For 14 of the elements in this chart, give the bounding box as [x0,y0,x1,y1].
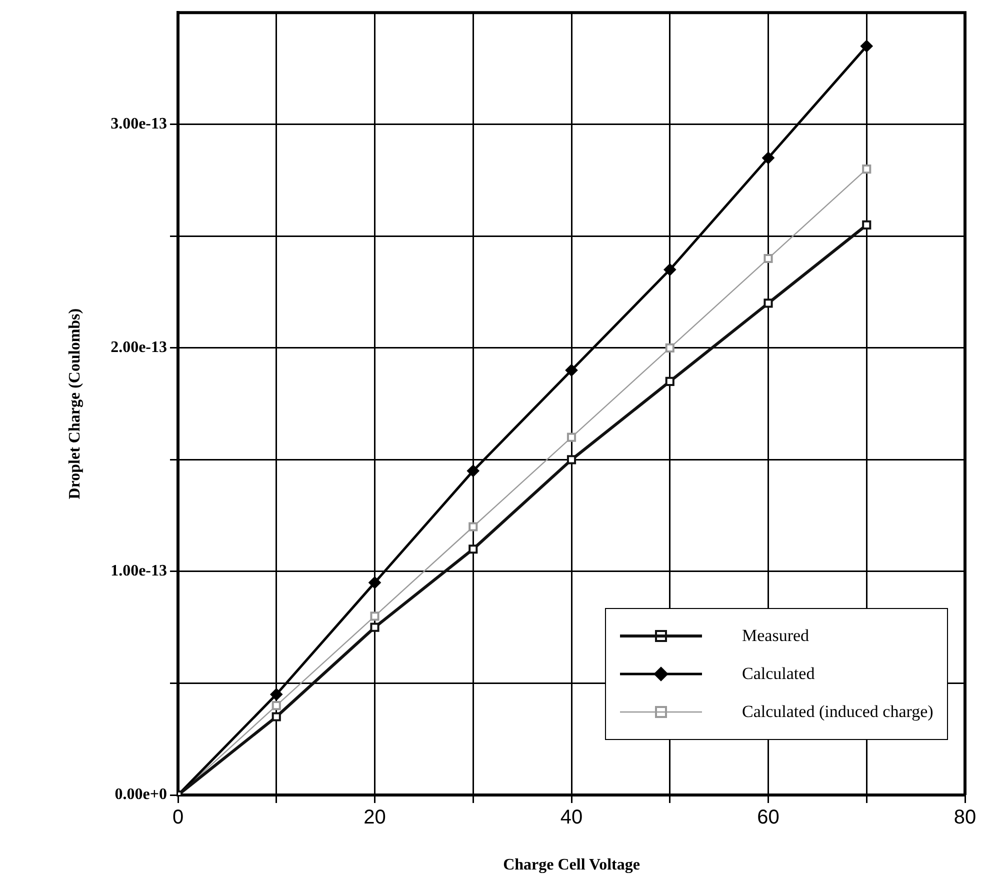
legend-label: Calculated (induced charge) [742,702,934,722]
x-tick-label: 80 [954,806,976,829]
x-tick-label: 20 [364,806,386,829]
y-tick-label: 0.00e+0 [114,786,167,804]
y-tick-label: 3.00e-13 [110,116,167,133]
y-tick-label: 1.00e-13 [110,562,167,580]
x-tick-label: 60 [757,806,780,829]
x-tick-label: 0 [172,806,184,829]
legend-label: Calculated [742,664,815,684]
legend-label: Measured [742,626,810,646]
x-axis-title: Charge Cell Voltage [503,856,640,874]
x-tick-label: 40 [560,806,583,829]
y-axis-title: Droplet Charge (Coulombs) [66,308,84,500]
y-tick-label: 2.00e-13 [110,339,167,356]
